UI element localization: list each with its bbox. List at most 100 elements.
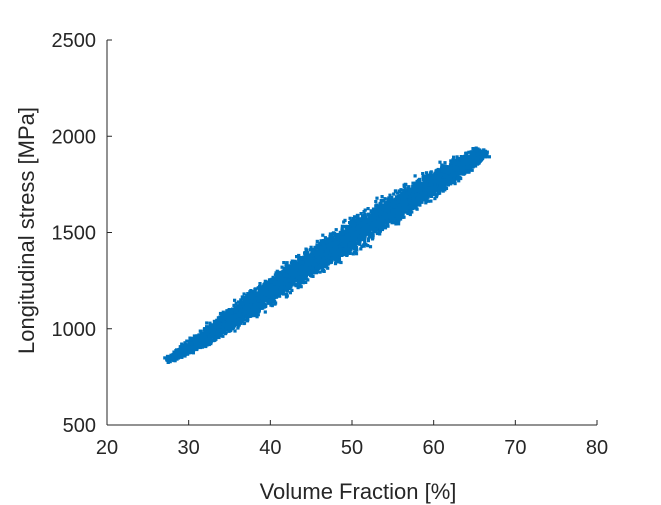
scatter-point xyxy=(418,203,422,207)
scatter-point xyxy=(319,239,323,243)
scatter-point xyxy=(340,253,344,257)
scatter-point xyxy=(242,292,246,296)
scatter-point xyxy=(205,327,209,331)
scatter-point xyxy=(453,180,457,184)
scatter-point xyxy=(358,226,363,230)
scatter-point xyxy=(397,217,401,221)
scatter-point xyxy=(416,178,420,182)
scatter-point xyxy=(375,196,379,200)
scatter-point xyxy=(403,186,407,190)
scatter-point xyxy=(387,196,391,200)
scatter-point xyxy=(246,292,250,296)
scatter-point xyxy=(380,195,384,199)
scatter-point xyxy=(234,301,238,305)
scatter-point xyxy=(470,150,474,154)
scatter-point xyxy=(204,344,208,349)
scatter-point xyxy=(259,302,263,306)
scatter-point xyxy=(330,258,334,262)
scatter-point xyxy=(368,245,373,249)
scatter-point xyxy=(471,154,475,158)
scatter-point xyxy=(183,354,187,358)
scatter-point xyxy=(401,215,405,219)
scatter-point xyxy=(248,314,252,318)
scatter-points xyxy=(163,146,491,364)
scatter-point xyxy=(290,288,294,292)
scatter-point xyxy=(289,261,293,265)
scatter-point xyxy=(327,238,331,242)
scatter-point xyxy=(375,203,379,207)
scatter-point xyxy=(383,226,388,230)
scatter-point xyxy=(232,326,236,330)
scatter-point xyxy=(352,239,356,243)
scatter-point xyxy=(236,326,240,330)
scatter-point xyxy=(452,155,456,159)
scatter-point xyxy=(383,201,387,205)
scatter-point xyxy=(236,300,241,304)
scatter-point xyxy=(353,246,357,250)
scatter-point xyxy=(257,310,261,314)
scatter-point xyxy=(455,155,459,159)
scatter-point xyxy=(232,303,236,307)
scatter-point xyxy=(471,165,475,169)
scatter-point xyxy=(263,310,267,314)
scatter-point xyxy=(304,280,308,284)
scatter-point xyxy=(399,188,403,192)
scatter-point xyxy=(311,255,316,259)
scatter-point xyxy=(297,281,302,285)
scatter-point xyxy=(416,183,420,187)
scatter-point xyxy=(205,321,209,325)
scatter-point xyxy=(289,280,293,284)
scatter-point xyxy=(381,204,386,209)
scatter-point xyxy=(253,314,257,318)
scatter-point xyxy=(417,191,421,195)
scatter-point xyxy=(357,217,361,221)
scatter-point xyxy=(200,341,204,346)
scatter-point xyxy=(461,155,465,159)
scatter-point xyxy=(235,320,239,324)
scatter-point xyxy=(346,224,350,229)
scatter-point xyxy=(278,294,282,298)
scatter-point xyxy=(239,298,243,302)
scatter-point xyxy=(340,224,344,228)
scatter-point xyxy=(449,181,453,185)
scatter-point xyxy=(309,245,313,249)
scatter-point xyxy=(168,359,172,364)
scatter-point xyxy=(308,254,312,258)
scatter-point xyxy=(255,304,259,308)
scatter-point xyxy=(428,194,432,198)
scatter-point xyxy=(227,329,231,333)
scatter-point xyxy=(325,237,329,242)
scatter-point xyxy=(434,169,438,173)
scatter-point xyxy=(408,203,412,207)
scatter-point xyxy=(386,201,390,205)
scatter-point xyxy=(429,170,433,174)
scatter-point xyxy=(431,189,436,193)
scatter-point xyxy=(304,259,308,263)
scatter-point xyxy=(208,321,212,325)
scatter-point xyxy=(254,310,258,314)
scatter-point xyxy=(386,202,390,206)
scatter-point xyxy=(375,225,379,229)
scatter-point xyxy=(213,337,217,341)
scatter-point xyxy=(394,213,398,218)
scatter-point xyxy=(254,292,258,296)
scatter-point xyxy=(389,197,393,201)
scatter-point xyxy=(257,286,261,290)
scatter-point xyxy=(485,151,489,155)
scatter-point xyxy=(420,200,424,204)
scatter-point xyxy=(207,342,211,347)
scatter-point xyxy=(271,275,275,279)
scatter-point xyxy=(337,257,341,261)
scatter-point xyxy=(415,180,419,184)
scatter-point xyxy=(379,201,383,205)
scatter-point xyxy=(280,265,284,269)
scatter-point xyxy=(308,248,312,252)
scatter-point xyxy=(256,306,260,310)
scatter-point xyxy=(285,261,289,265)
scatter-point xyxy=(386,224,390,228)
scatter-point xyxy=(406,211,410,215)
scatter-point xyxy=(261,303,265,307)
scatter-point xyxy=(374,200,378,204)
scatter-point xyxy=(348,223,353,227)
